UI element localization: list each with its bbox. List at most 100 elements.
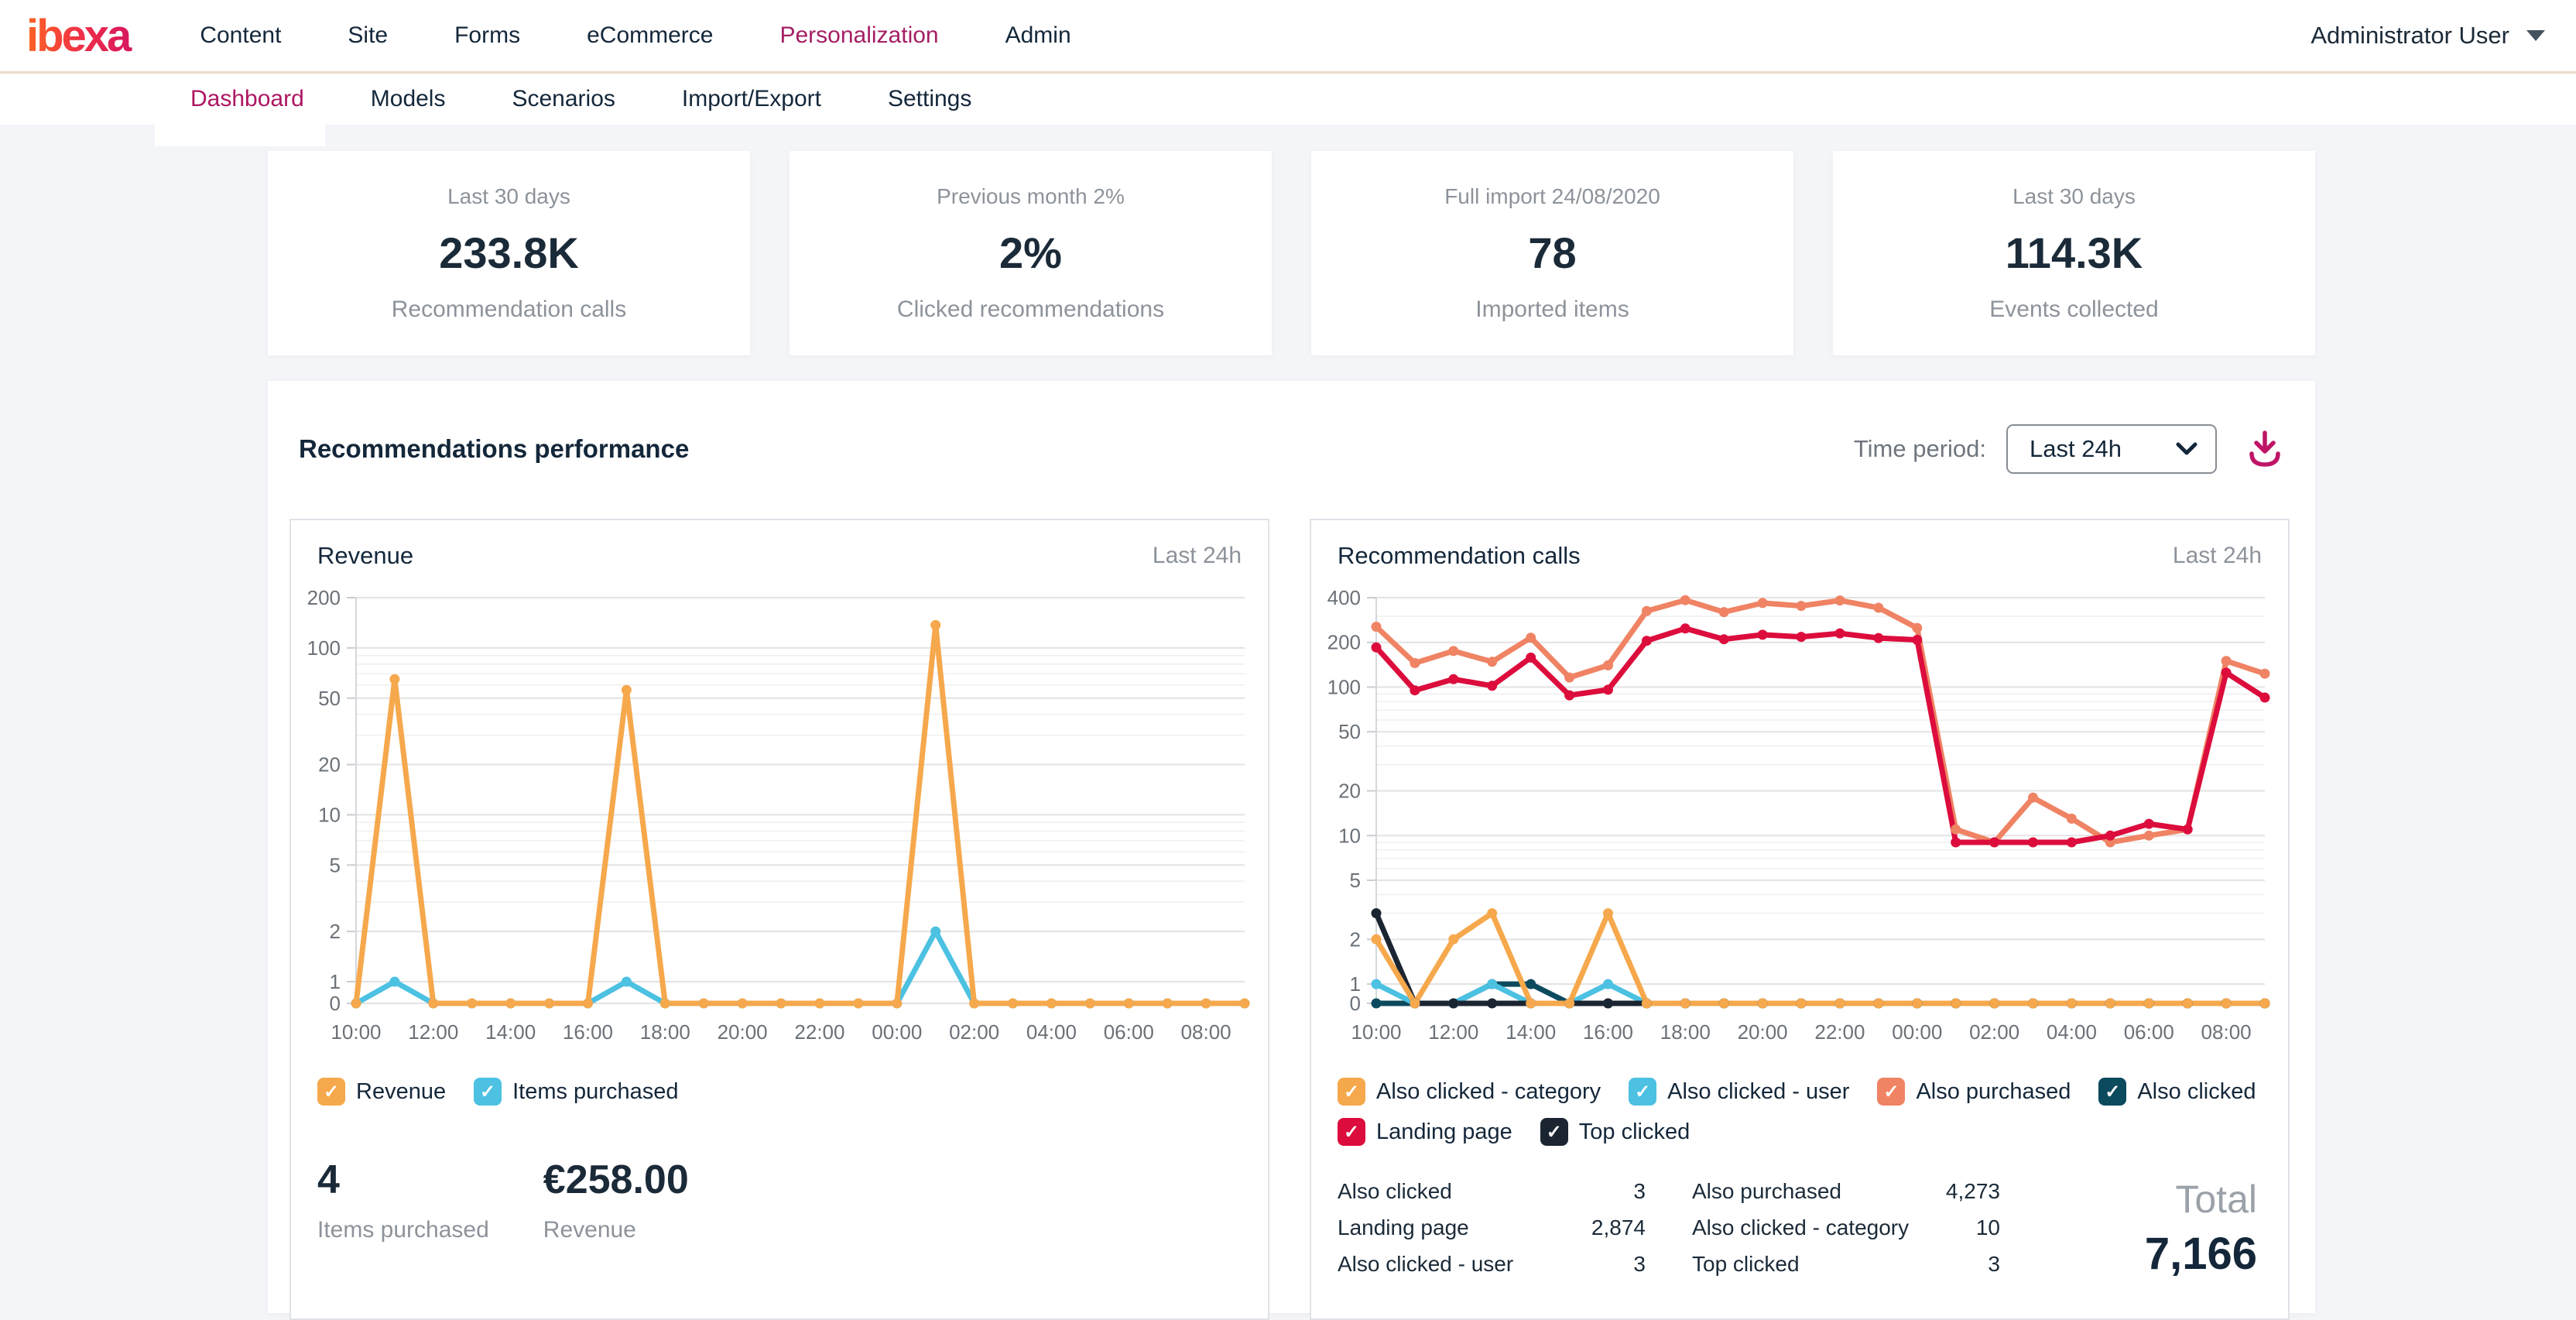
totals-table: Also clicked 3 Landing page 2,874 Also click…	[1338, 1177, 2000, 1280]
series-point-top-clicked	[1448, 998, 1459, 1009]
ibexa-logo[interactable]: ibexa	[20, 10, 135, 62]
legend-item-also-clicked[interactable]: ✓ Also clicked	[2098, 1078, 2256, 1106]
legend-label: Also clicked	[2137, 1078, 2256, 1104]
legend-item-items-purchased[interactable]: ✓ Items purchased	[474, 1078, 678, 1106]
series-point-revenue	[1123, 998, 1134, 1009]
legend-checkbox-landing-page[interactable]: ✓	[1338, 1118, 1365, 1146]
legend-row: ✓ Also clicked - category ✓ Also clicked - …	[1338, 1078, 2262, 1106]
user-menu[interactable]: Administrator User	[2311, 22, 2545, 50]
topnav-item-content[interactable]: Content	[200, 22, 282, 48]
svg-text:18:00: 18:00	[640, 1020, 690, 1044]
series-point-landing-page	[1796, 632, 1807, 643]
legend-checkbox-also-purchased[interactable]: ✓	[1877, 1078, 1906, 1106]
svg-text:00:00: 00:00	[1892, 1020, 1942, 1044]
topnav-item-personalization[interactable]: Personalization	[779, 22, 939, 48]
series-line-items-purchased	[353, 928, 1248, 1006]
legend-item-also-purchased[interactable]: ✓ Also purchased	[1877, 1078, 2071, 1106]
svg-text:0: 0	[330, 992, 341, 1015]
summary-revenue: €258.00 Revenue	[543, 1157, 689, 1243]
series-point-revenue	[737, 998, 748, 1009]
legend-item-landing-page[interactable]: ✓ Landing page	[1338, 1118, 1512, 1146]
time-period-select[interactable]: Last 24h	[2006, 424, 2217, 474]
series-point-also-purchased	[1718, 607, 1729, 618]
series-point-also-clicked-category	[1410, 998, 1420, 1009]
stat-card-value: 78	[1528, 228, 1577, 277]
svg-text:00:00: 00:00	[872, 1020, 922, 1044]
topnav-item-ecommerce[interactable]: eCommerce	[587, 22, 714, 48]
subnav-item-scenarios[interactable]: Scenarios	[512, 86, 615, 111]
series-point-revenue	[505, 998, 516, 1009]
legend-item-also-clicked-category[interactable]: ✓ Also clicked - category	[1338, 1078, 1601, 1106]
svg-text:200: 200	[1327, 631, 1361, 654]
svg-text:06:00: 06:00	[1104, 1020, 1154, 1044]
series-point-revenue	[853, 998, 864, 1009]
legend-checkbox-items-purchased[interactable]: ✓	[474, 1078, 502, 1106]
legend-item-revenue[interactable]: ✓ Revenue	[317, 1078, 446, 1106]
series-point-landing-page	[2182, 824, 2193, 835]
totals-value: 3	[1633, 1179, 1646, 1203]
legend-checkbox-also-clicked-category[interactable]: ✓	[1338, 1078, 1365, 1106]
series-point-revenue	[351, 998, 361, 1009]
series-point-revenue	[467, 998, 478, 1009]
top-navigation-bar: ibexa Content Site Forms eCommerce Personali…	[0, 0, 2576, 71]
subnav-item-dashboard[interactable]: Dashboard	[190, 86, 304, 111]
series-point-also-clicked-user	[1603, 979, 1613, 989]
subnav-item-import-export[interactable]: Import/Export	[681, 86, 821, 111]
series-point-revenue	[814, 998, 825, 1009]
totals-label: Also purchased	[1692, 1179, 1842, 1203]
series-line-landing-page	[1373, 626, 2268, 845]
series-point-landing-page	[1410, 685, 1420, 696]
stat-card-imported-items: Full import 24/08/2020 78 Imported items	[1311, 151, 1793, 355]
subnav-item-settings[interactable]: Settings	[887, 86, 972, 111]
download-icon	[2249, 430, 2280, 467]
svg-text:10:00: 10:00	[331, 1020, 381, 1044]
series-point-landing-page	[1680, 623, 1690, 634]
svg-text:20: 20	[1338, 780, 1361, 803]
topnav-item-admin[interactable]: Admin	[1005, 22, 1071, 48]
stat-card-label: Last 30 days	[2012, 183, 2136, 208]
series-point-revenue	[969, 998, 980, 1009]
stat-card-sublabel: Events collected	[1989, 296, 2159, 322]
legend-item-top-clicked[interactable]: ✓ Top clicked	[1540, 1118, 1690, 1146]
grand-total-label: Total	[2175, 1178, 2257, 1221]
recommendation-calls-panel: Recommendation calls Last 24h 400 200 100 50 2…	[1310, 519, 2290, 1320]
chevron-down-icon	[2176, 442, 2197, 455]
subnav-item-models[interactable]: Models	[370, 86, 446, 111]
stat-card-recommendation-calls: Last 30 days 233.8K Recommendation calls	[268, 151, 750, 355]
recommendations-performance-section: Recommendations performance Time period:…	[268, 381, 2315, 1320]
series-point-also-clicked-category	[2143, 998, 2154, 1009]
series-point-revenue	[389, 674, 400, 684]
totals-label: Also clicked - user	[1338, 1252, 1514, 1276]
legend-checkbox-revenue[interactable]: ✓	[317, 1078, 345, 1106]
series-point-landing-page	[2143, 818, 2154, 829]
svg-text:20: 20	[318, 753, 341, 777]
totals-label: Top clicked	[1692, 1252, 1800, 1276]
legend-checkbox-top-clicked[interactable]: ✓	[1540, 1118, 1568, 1146]
series-point-items-purchased	[389, 976, 400, 987]
topnav-item-site[interactable]: Site	[348, 22, 389, 48]
series-point-revenue	[776, 998, 786, 1009]
series-point-revenue	[892, 998, 903, 1009]
totals-label: Also clicked	[1338, 1179, 1452, 1203]
series-point-also-clicked-category	[1757, 998, 1768, 1009]
series-point-landing-page	[2028, 837, 2038, 848]
series-point-also-clicked-category	[1680, 998, 1690, 1009]
series-point-revenue	[930, 619, 941, 630]
download-button[interactable]	[2245, 428, 2285, 470]
legend-checkbox-also-clicked[interactable]: ✓	[2098, 1078, 2127, 1106]
grand-total-value: 7,166	[2144, 1229, 2257, 1279]
totals-column: Also clicked 3 Landing page 2,874 Also click…	[1338, 1177, 1646, 1280]
legend-checkbox-also-clicked-user[interactable]: ✓	[1629, 1078, 1657, 1106]
summary-value: 4	[317, 1157, 340, 1202]
series-point-also-purchased	[1410, 658, 1420, 668]
legend-item-also-clicked-user[interactable]: ✓ Also clicked - user	[1629, 1078, 1849, 1106]
svg-text:08:00: 08:00	[1181, 1020, 1231, 1044]
series-point-also-clicked-user	[1371, 979, 1382, 989]
series-point-also-clicked-category	[1796, 998, 1807, 1009]
stat-cards: Last 30 days 233.8K Recommendation calls Pr…	[268, 151, 2315, 355]
svg-text:200: 200	[307, 586, 341, 609]
topnav-item-forms[interactable]: Forms	[454, 22, 521, 48]
series-point-also-purchased	[1680, 595, 1690, 605]
series-point-also-clicked-category	[1526, 998, 1536, 1009]
